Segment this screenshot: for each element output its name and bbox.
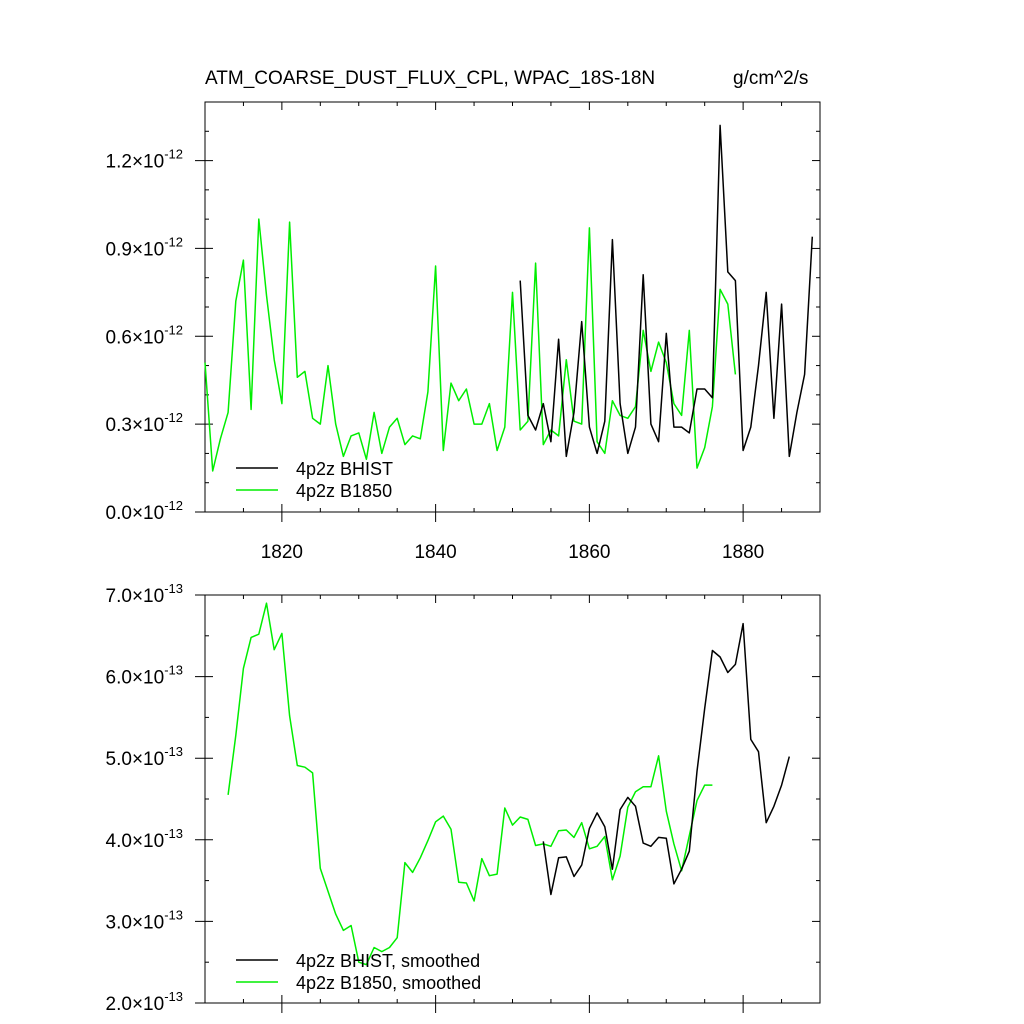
legend-label-0: 4p2z BHIST, smoothed <box>296 951 480 971</box>
legend-label-1: 4p2z B1850, smoothed <box>296 973 481 993</box>
y-tick-label: 0.3×10-12 <box>106 410 183 436</box>
legend-label-0: 4p2z BHIST <box>296 459 393 479</box>
y-tick-label: 1.2×10-12 <box>106 147 183 173</box>
bottom-panel: 2.0×10-13 3.0×10-13 4.0×10-13 5.0×10-13 6.0×… <box>106 581 821 1015</box>
y-tick-label: 0.9×10-12 <box>106 234 183 260</box>
plot-frame <box>204 594 821 1004</box>
x-tick-label: 1860 <box>568 542 610 563</box>
x-tick-label: 1880 <box>722 542 764 563</box>
x-tick-label: 1840 <box>414 542 456 563</box>
y-tick-label: 4.0×10-13 <box>106 826 183 852</box>
y-tick-label: 6.0×10-13 <box>106 663 183 689</box>
x-tick-label: 1820 <box>261 542 303 563</box>
title-main: ATM_COARSE_DUST_FLUX_CPL, WPAC_18S-18N <box>205 68 655 89</box>
figure-title: ATM_COARSE_DUST_FLUX_CPL, WPAC_18S-18N g… <box>205 68 808 89</box>
series-line-1 <box>227 602 713 966</box>
y-tick-label: 2.0×10-13 <box>106 989 183 1015</box>
y-tick-label: 7.0×10-13 <box>106 581 183 607</box>
y-tick-label: 5.0×10-13 <box>106 744 183 770</box>
y-tick-label: 0.0×10-12 <box>106 498 183 524</box>
series-line-0 <box>542 622 791 896</box>
top-panel: 1820 1840 1860 1880 0.0×10-12 0.3×10-12 0.6×10… <box>106 101 821 563</box>
y-tick-label: 0.6×10-12 <box>106 322 183 348</box>
title-units: g/cm^2/s <box>733 68 808 89</box>
series-line-1 <box>204 218 737 472</box>
y-tick-label: 3.0×10-13 <box>106 907 183 933</box>
series-line-0 <box>519 124 814 458</box>
legend-label-1: 4p2z B1850 <box>296 481 392 501</box>
